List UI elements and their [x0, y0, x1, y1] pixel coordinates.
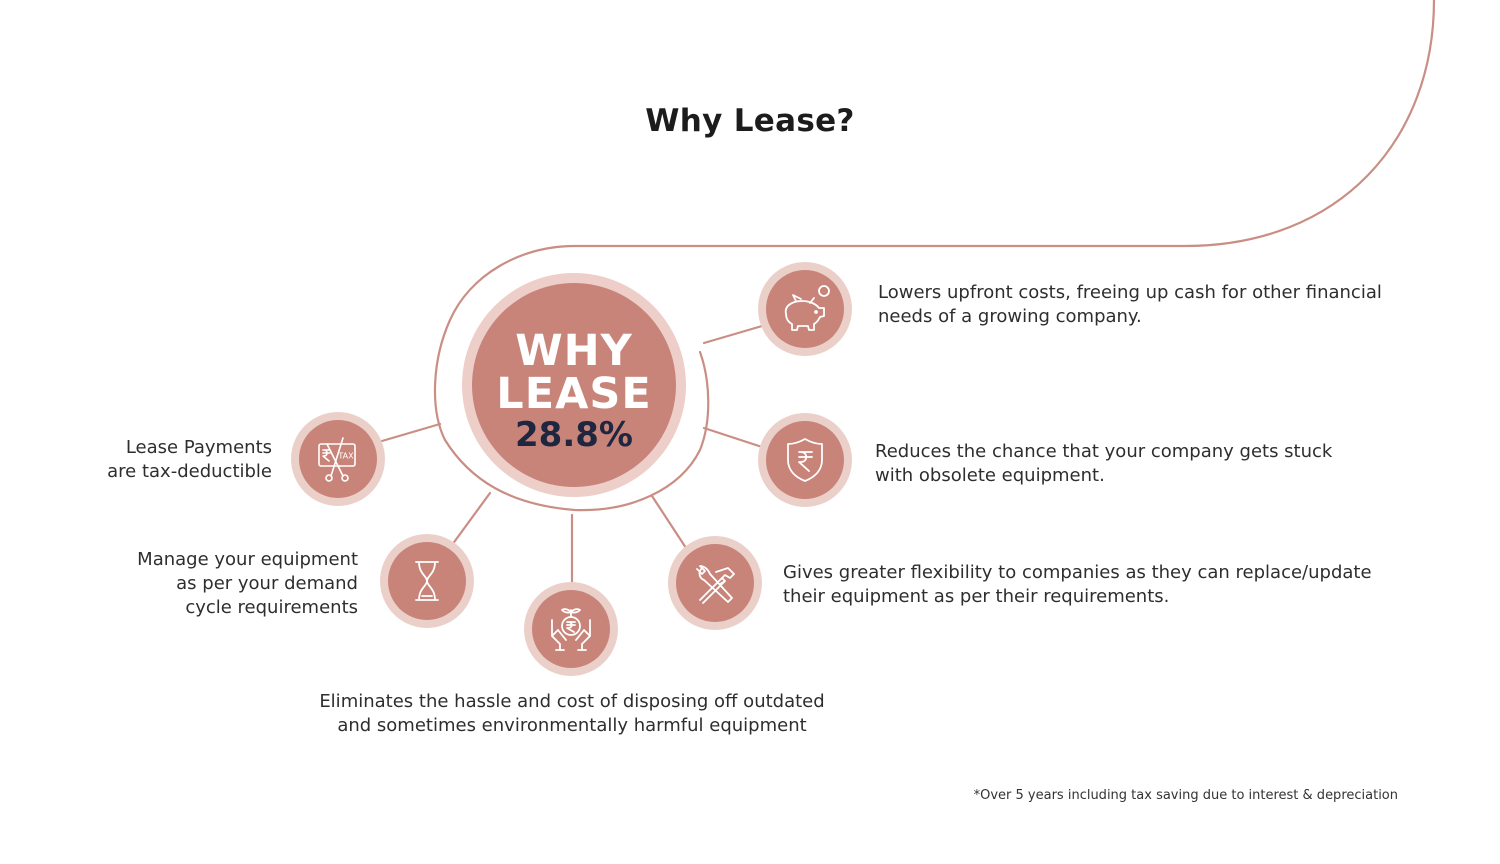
benefit-text-line: Lowers upfront costs, freeing up cash fo…: [878, 281, 1382, 305]
footnote: *Over 5 years including tax saving due t…: [940, 788, 1398, 803]
center-heading-line1: WHY: [472, 329, 676, 373]
benefit-text-line: Gives greater flexibility to companies a…: [783, 561, 1372, 585]
center-hub: WHY LEASE 28.8%: [462, 273, 686, 497]
benefit-text-line: are tax-deductible: [60, 460, 272, 484]
benefit-label-obsolete: Reduces the chance that your company get…: [875, 440, 1332, 488]
benefit-node-demand-cycle: [380, 534, 474, 628]
benefit-node-flexibility: [668, 536, 762, 630]
benefit-label-disposal: Eliminates the hassle and cost of dispos…: [296, 690, 848, 738]
connector-tax: [382, 424, 440, 441]
benefit-node-obsolete: [758, 413, 852, 507]
benefit-label-upfront-costs: Lowers upfront costs, freeing up cash fo…: [878, 281, 1382, 329]
connector-hourglass: [452, 493, 490, 545]
center-heading-line2: LEASE: [472, 372, 676, 416]
benefit-text-line: Lease Payments: [60, 436, 272, 460]
benefit-node-disposal-inner: [532, 590, 610, 668]
benefit-text-line: as per your demand: [78, 572, 358, 596]
benefit-node-disposal: [524, 582, 618, 676]
hourglass-icon: [388, 542, 466, 620]
benefit-label-tax-deductible: Lease Payments are tax-deductible: [60, 436, 272, 484]
benefit-label-flexibility: Gives greater flexibility to companies a…: [783, 561, 1372, 609]
benefit-text-line: needs of a growing company.: [878, 305, 1382, 329]
tax-icon-text: TAX: [337, 452, 354, 461]
connector-piggy: [704, 326, 762, 343]
benefit-node-upfront-costs-inner: [766, 270, 844, 348]
benefit-text-line: cycle requirements: [78, 596, 358, 620]
benefit-text-line: Manage your equipment: [78, 548, 358, 572]
benefit-node-tax-deductible: TAX: [291, 412, 385, 506]
benefit-text-line: and sometimes environmentally harmful eq…: [296, 714, 848, 738]
benefit-node-upfront-costs: [758, 262, 852, 356]
benefit-node-tax-deductible-inner: TAX: [299, 420, 377, 498]
benefit-text-line: Reduces the chance that your company get…: [875, 440, 1332, 464]
connector-tools: [652, 496, 688, 551]
benefit-label-demand-cycle: Manage your equipment as per your demand…: [78, 548, 358, 620]
connector-shield: [704, 428, 762, 447]
center-hub-inner: WHY LEASE 28.8%: [472, 283, 676, 487]
benefit-node-demand-cycle-inner: [388, 542, 466, 620]
benefit-node-obsolete-inner: [766, 421, 844, 499]
piggy-bank-icon: [766, 270, 844, 348]
hammer-wrench-icon: [676, 544, 754, 622]
hands-rupee-plant-icon: [532, 590, 610, 668]
tax-scissors-icon: TAX: [299, 420, 377, 498]
benefit-text-line: their equipment as per their requirement…: [783, 585, 1372, 609]
center-percentage: 28.8%: [472, 416, 676, 454]
benefit-node-flexibility-inner: [676, 544, 754, 622]
rupee-shield-icon: [766, 421, 844, 499]
benefit-text-line: Eliminates the hassle and cost of dispos…: [296, 690, 848, 714]
benefit-text-line: with obsolete equipment.: [875, 464, 1332, 488]
page-title: Why Lease?: [0, 103, 1500, 139]
